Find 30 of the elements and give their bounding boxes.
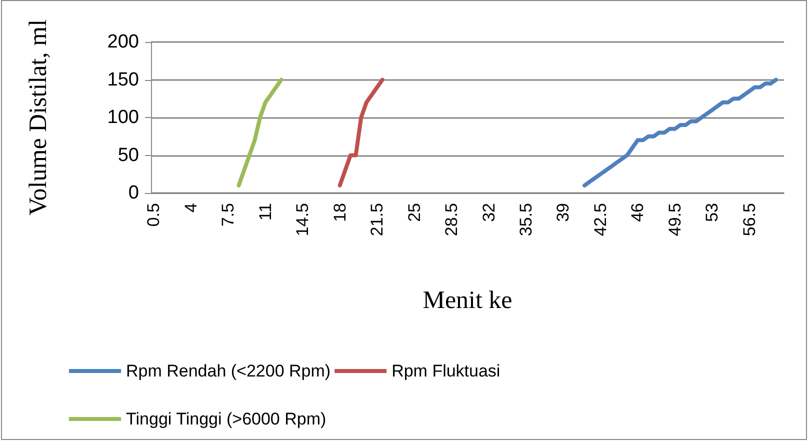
x-tick-label: 35.5 (516, 203, 536, 236)
x-tick-label: 32 (479, 203, 498, 222)
legend-label: Rpm Rendah (<2200 Rpm) (126, 362, 331, 380)
x-tick-label: 4 (181, 203, 200, 212)
y-axis-title: Volume Distilat, ml (25, 19, 52, 216)
x-tick-label: 21.5 (368, 203, 387, 236)
x-tick-label: 11 (256, 203, 275, 221)
x-tick-label: 46 (628, 203, 648, 222)
x-tick-label: 49.5 (665, 203, 684, 236)
x-tick-label: 25 (404, 203, 424, 222)
x-tick-label: 28.5 (442, 203, 462, 236)
y-tick-label: 0 (128, 182, 139, 204)
line-series (236, 78, 284, 188)
x-tick-label: 53 (702, 203, 722, 222)
x-tick-label: 42.5 (590, 203, 610, 236)
x-tick-label: 7.5 (218, 203, 238, 227)
y-tick-label: 50 (118, 144, 139, 166)
x-tick-label: 14.5 (293, 203, 312, 236)
y-tick-label: 150 (107, 69, 139, 90)
x-tick-label: 18 (330, 203, 350, 222)
x-tick-label: 0.5 (144, 203, 164, 227)
y-tick-label: 200 (107, 32, 139, 52)
x-tick-label: 39 (554, 203, 573, 222)
line-series (582, 78, 778, 188)
legend-label: Tinggi Tinggi (>6000 Rpm) (126, 410, 326, 428)
legend-label: Rpm Fluktuasi (392, 362, 500, 380)
y-tick-label: 100 (107, 107, 139, 128)
line-series (338, 78, 384, 188)
x-axis-title: Menit ke (422, 287, 512, 314)
x-tick-label: 56.5 (740, 203, 759, 236)
